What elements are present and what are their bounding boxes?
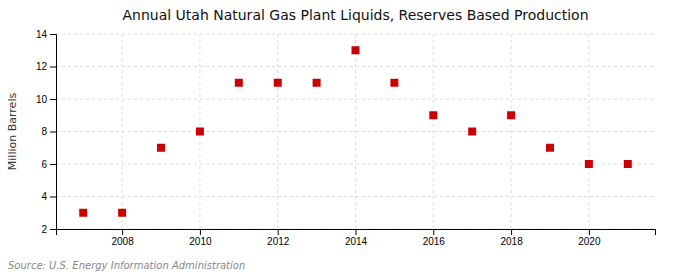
x-tick-mark <box>511 229 512 235</box>
y-tick-mark <box>50 67 56 68</box>
point <box>624 160 632 168</box>
y-tick: 10 <box>36 94 56 105</box>
x-tick-mark <box>122 229 123 235</box>
grid-line-x <box>433 34 434 229</box>
grid-line-y <box>56 66 655 67</box>
x-axis: 2008 2010 2012 2014 2016 2018 2020 <box>57 229 656 247</box>
y-tick: 8 <box>41 126 56 137</box>
x-tick: 2016 <box>423 229 446 247</box>
x-tick-label: 2018 <box>500 236 523 247</box>
point <box>274 79 282 87</box>
y-tick-mark <box>50 164 56 165</box>
source: Source: U.S. Energy Information Administ… <box>8 260 245 271</box>
grid-line-y <box>56 131 655 132</box>
y-tick-mark <box>50 229 56 230</box>
grid-line-x <box>511 34 512 229</box>
y-tick-mark <box>50 132 56 133</box>
grid-line-x <box>588 34 589 229</box>
point <box>79 209 87 217</box>
grid-line-y <box>56 34 655 35</box>
x-tick-mark <box>278 229 279 235</box>
grid-line-y <box>56 99 655 100</box>
grid-line-x <box>355 34 356 229</box>
chart: 2008 2010 2012 2014 2016 2018 2020 2 4 6 8 10 12 14 An… <box>0 0 675 275</box>
y-axis-title: Million Barrels <box>6 93 19 171</box>
y-tick-label: 6 <box>41 159 47 170</box>
x-tick: 2020 <box>578 229 601 247</box>
x-tick-mark <box>433 229 434 235</box>
x-tick-mark <box>200 229 201 235</box>
x-tick-mark <box>589 229 590 235</box>
x-tick-label: 2012 <box>267 236 290 247</box>
x-tick-label: 2020 <box>578 236 601 247</box>
x-tick-label: 2016 <box>423 236 446 247</box>
point <box>468 128 476 136</box>
x-tick-mark <box>356 229 357 235</box>
y-tick: 12 <box>36 61 56 72</box>
point <box>352 46 360 54</box>
grid-line-y <box>56 196 655 197</box>
y-axis: 2 4 6 8 10 12 14 <box>36 29 57 235</box>
point <box>196 128 204 136</box>
x-tick: 2012 <box>267 229 290 247</box>
point <box>585 160 593 168</box>
y-tick: 6 <box>41 159 56 170</box>
y-tick: 4 <box>41 191 56 202</box>
grid <box>56 34 655 229</box>
points <box>79 46 632 217</box>
x-tick-label: 2008 <box>111 236 134 247</box>
point <box>507 111 515 119</box>
y-tick-label: 10 <box>36 94 48 105</box>
point <box>118 209 126 217</box>
x-tick: 2010 <box>189 229 212 247</box>
y-tick: 2 <box>41 224 56 235</box>
y-tick-label: 4 <box>41 191 47 202</box>
x-tick: 2018 <box>500 229 523 247</box>
y-tick-label: 14 <box>36 29 48 40</box>
y-axis-line <box>50 35 57 230</box>
x-tick: 2014 <box>345 229 368 247</box>
y-tick-mark <box>50 99 56 100</box>
y-tick: 14 <box>36 29 56 40</box>
y-tick-mark <box>50 197 56 198</box>
point <box>235 79 243 87</box>
point <box>429 111 437 119</box>
x-tick-label: 2014 <box>345 236 368 247</box>
x-axis-line <box>57 230 656 236</box>
y-tick-label: 8 <box>41 126 47 137</box>
x-tick: 2008 <box>111 229 134 247</box>
grid-line-y <box>56 164 655 165</box>
y-tick-mark <box>50 34 56 35</box>
title: Annual Utah Natural Gas Plant Liquids, R… <box>122 7 588 23</box>
point <box>313 79 321 87</box>
plot: 2008 2010 2012 2014 2016 2018 2020 2 4 6 8 10 12 14 <box>36 29 656 247</box>
y-tick-label: 12 <box>36 61 48 72</box>
point <box>390 79 398 87</box>
x-tick-label: 2010 <box>189 236 212 247</box>
y-tick-label: 2 <box>41 224 47 235</box>
point <box>546 144 554 152</box>
point <box>157 144 165 152</box>
